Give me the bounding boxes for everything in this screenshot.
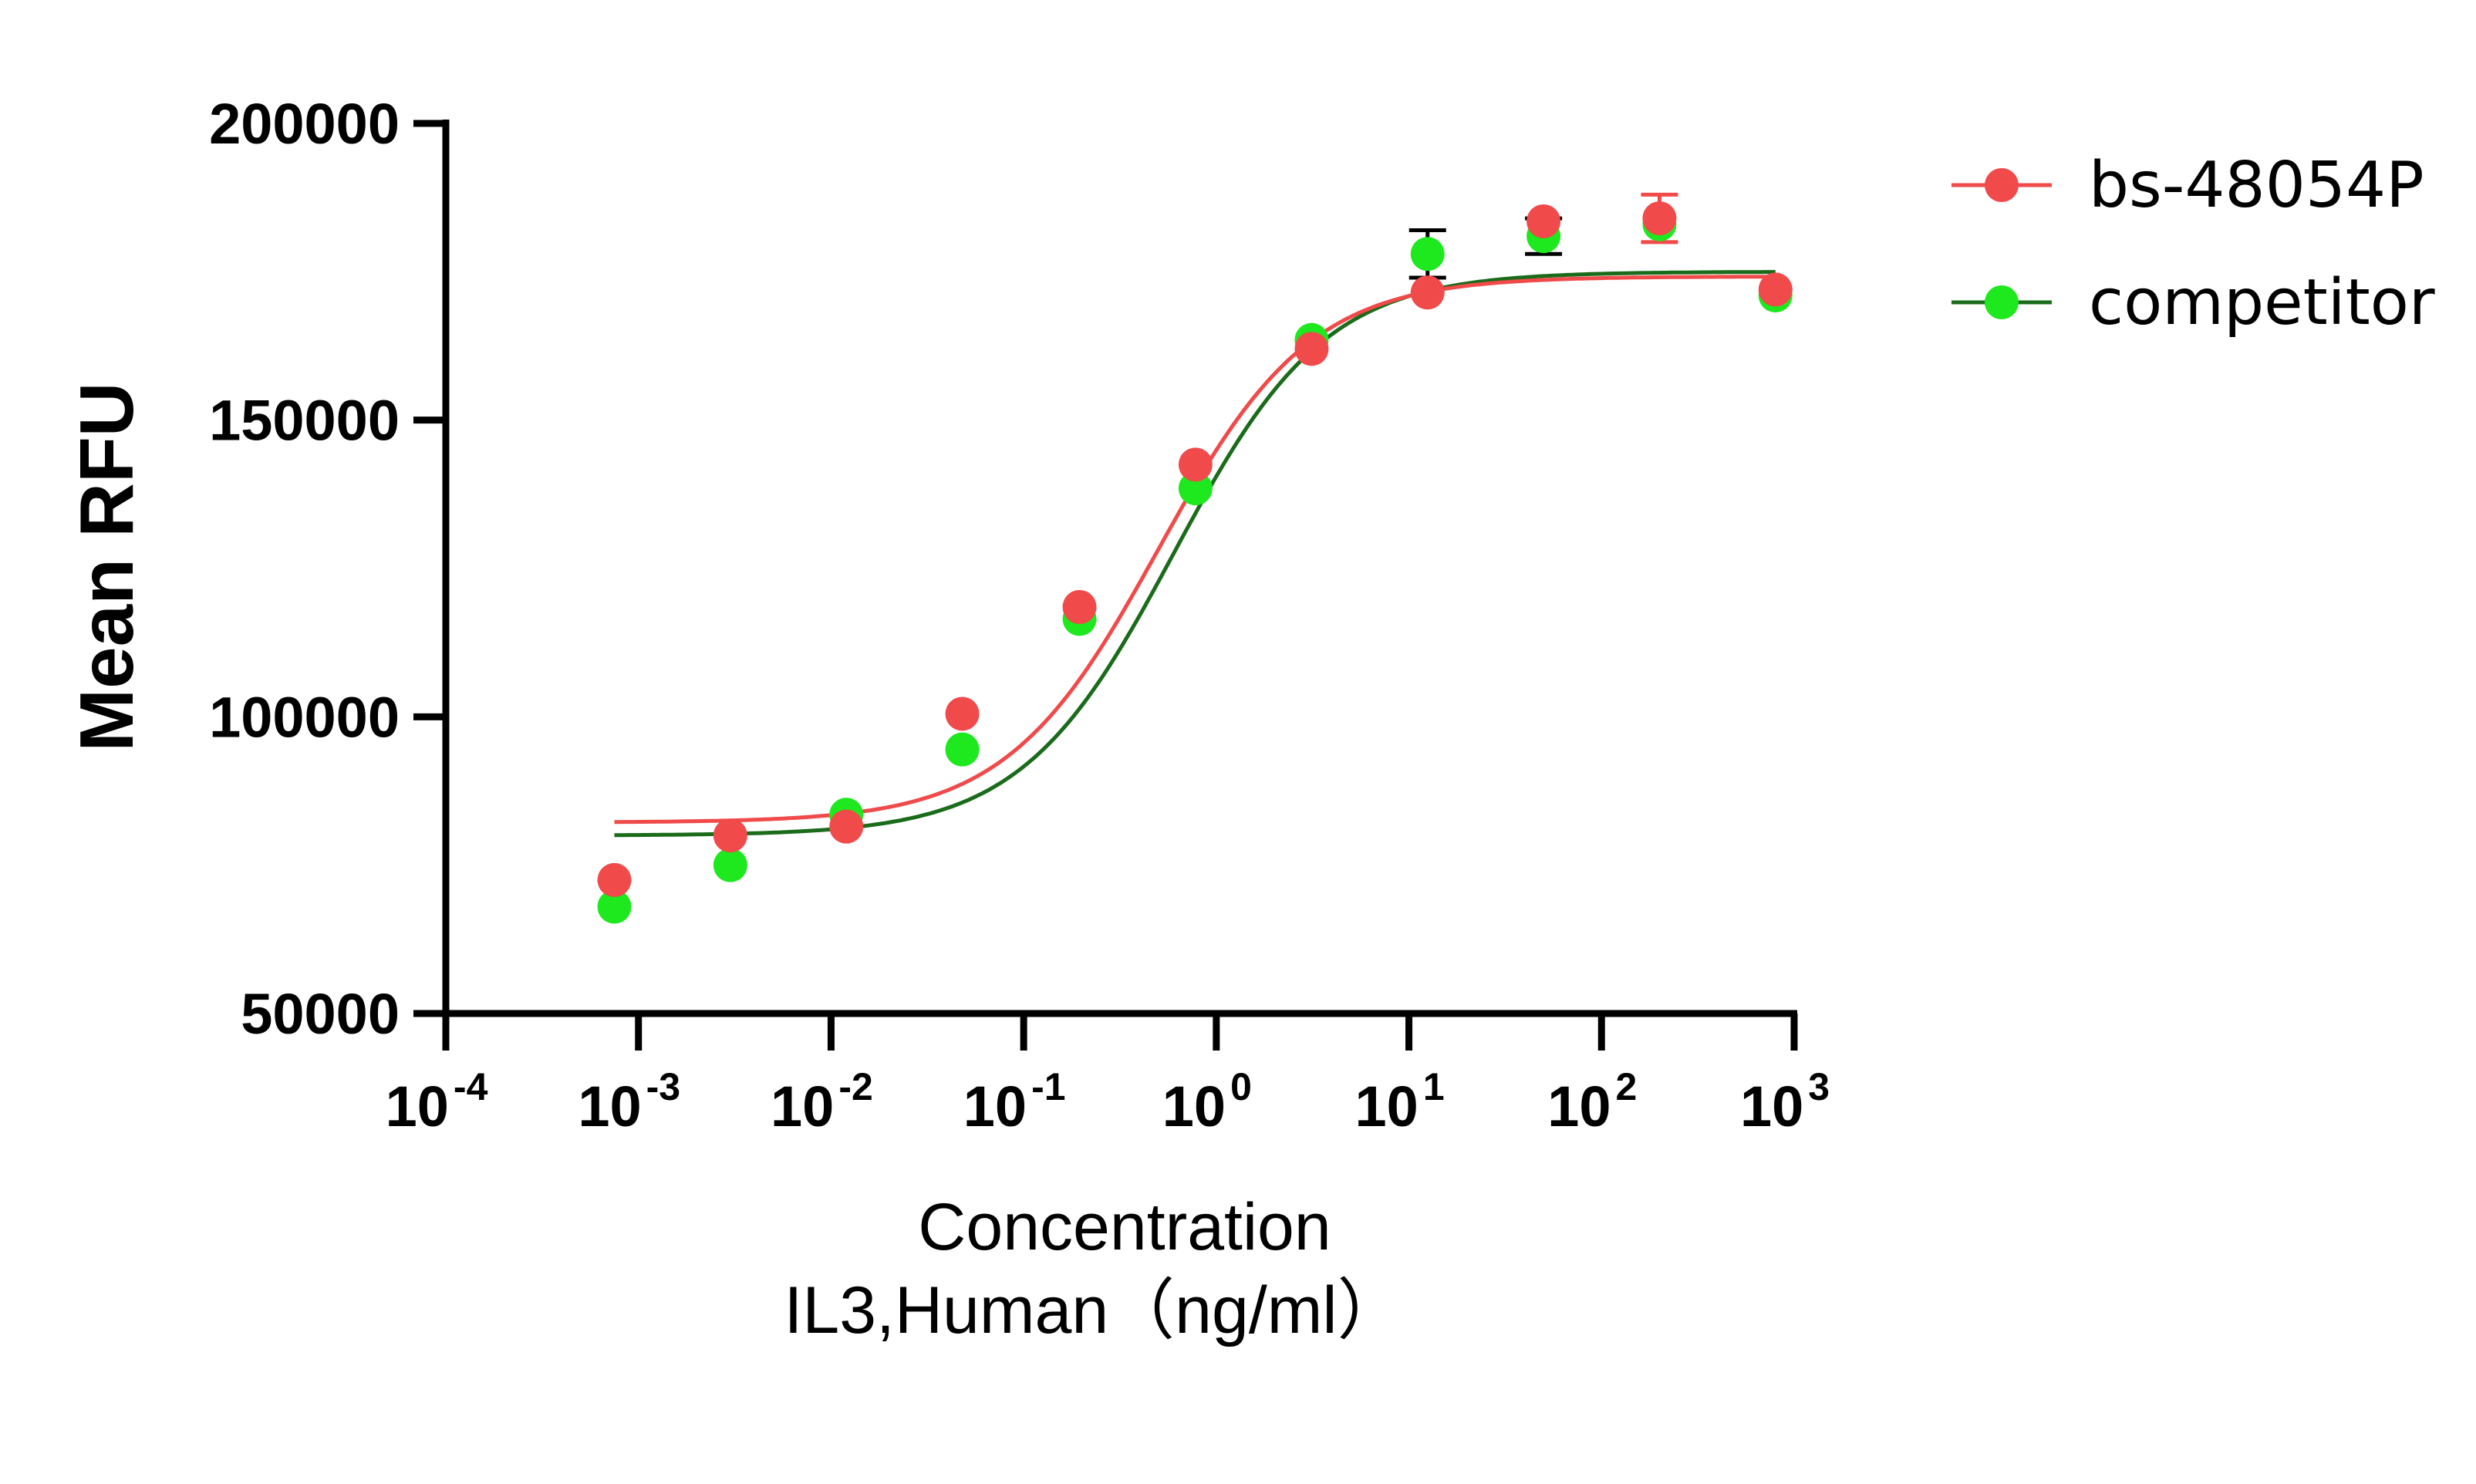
data-point-bs-48054P	[1642, 201, 1677, 236]
x-tick-exponent: 2	[1616, 1065, 1638, 1108]
x-tick-label: 10 1	[1355, 1065, 1445, 1138]
x-tick-base: 10	[1740, 1074, 1803, 1138]
x-tick-base: 10	[1355, 1074, 1418, 1138]
data-point-competitor	[1410, 237, 1445, 272]
y-tick-label: 200000	[209, 92, 400, 156]
data-point-bs-48054P	[1294, 332, 1329, 366]
data-point-bs-48054P	[1410, 275, 1445, 310]
data-point-bs-48054P	[597, 862, 632, 897]
x-tick-exponent: -2	[838, 1065, 872, 1108]
fit-curve-bs-48054P	[614, 275, 1776, 825]
x-tick-exponent: -1	[1031, 1065, 1065, 1108]
data-point-bs-48054P	[1526, 204, 1561, 238]
data-point-competitor	[945, 732, 980, 767]
data-points	[597, 201, 1793, 924]
x-axis-title: Concentration	[918, 1190, 1331, 1264]
x-tick-base: 10	[771, 1074, 834, 1138]
data-point-bs-48054P	[945, 696, 980, 731]
y-ticks: 50000 100000 150000 200000	[209, 92, 446, 1046]
x-tick-base: 10	[1547, 1074, 1611, 1138]
x-tick-exponent: -3	[646, 1065, 680, 1108]
data-point-bs-48054P	[713, 818, 747, 853]
legend: bs-48054P competitor	[1951, 149, 2435, 339]
y-tick-label: 100000	[209, 685, 400, 749]
axes	[442, 120, 1797, 1017]
x-tick-exponent: 1	[1423, 1065, 1445, 1108]
legend-marker	[1985, 285, 2019, 319]
x-tick-base: 10	[578, 1074, 641, 1138]
y-axis-title: Mean RFU	[64, 382, 149, 751]
x-axis-subtitle: IL3,Human（ng/ml）	[784, 1273, 1404, 1347]
x-tick-label: 10 -2	[771, 1065, 873, 1138]
x-tick-exponent: -4	[454, 1065, 488, 1108]
y-tick-label: 150000	[209, 389, 400, 453]
data-point-competitor	[597, 889, 632, 924]
x-tick-exponent: 3	[1808, 1065, 1830, 1108]
x-tick-label: 10 -1	[963, 1065, 1066, 1138]
data-point-bs-48054P	[1758, 272, 1793, 307]
y-tick-label: 50000	[241, 982, 400, 1046]
x-tick-label: 10 3	[1740, 1065, 1830, 1138]
data-point-bs-48054P	[829, 809, 864, 844]
data-point-bs-48054P	[1178, 447, 1213, 482]
x-tick-label: 10 -4	[386, 1065, 488, 1138]
data-point-competitor	[713, 848, 747, 882]
fit-curve-competitor	[614, 270, 1776, 838]
x-tick-label: 10 -3	[578, 1065, 680, 1138]
legend-marker	[1985, 168, 2019, 202]
legend-label: competitor	[2089, 266, 2435, 339]
data-point-competitor	[1178, 471, 1213, 506]
x-ticks: 10 -4 10 -3 10 -2 10 -1 10 0 10 1 10 2 10 3	[386, 1014, 1830, 1138]
x-tick-label: 10 2	[1547, 1065, 1637, 1138]
x-tick-label: 10 0	[1162, 1065, 1252, 1138]
x-tick-exponent: 0	[1230, 1065, 1252, 1108]
data-point-bs-48054P	[1062, 590, 1097, 625]
x-tick-base: 10	[1162, 1074, 1226, 1138]
x-tick-base: 10	[386, 1074, 449, 1138]
legend-label: bs-48054P	[2089, 149, 2424, 222]
x-tick-base: 10	[963, 1074, 1027, 1138]
fit-curves	[614, 270, 1776, 838]
